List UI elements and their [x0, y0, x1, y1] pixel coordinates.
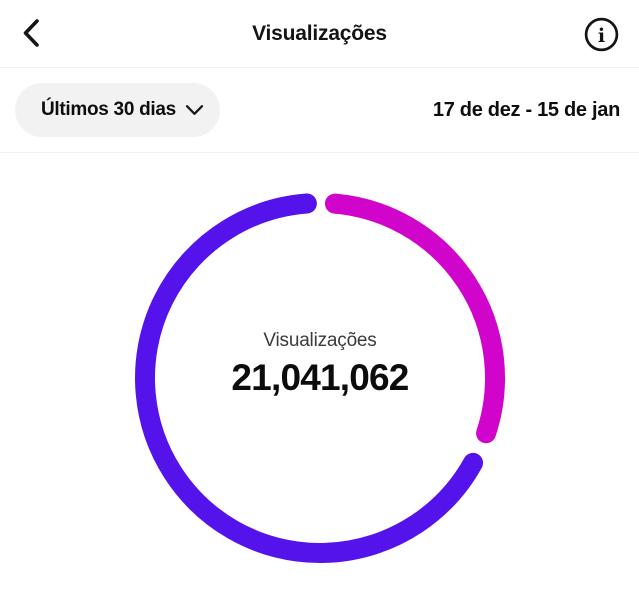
page-title: Visualizações [252, 21, 387, 45]
donut-ring [135, 193, 505, 563]
chart-section: Visualizações 21,041,062 [0, 153, 639, 600]
info-button[interactable]: i [581, 14, 621, 54]
section-divider [0, 152, 639, 153]
back-button[interactable] [16, 16, 46, 50]
donut-segment-primary [135, 193, 484, 563]
info-glyph: i [597, 25, 604, 47]
header-divider [0, 67, 639, 68]
back-chevron-icon [23, 19, 39, 47]
filter-bar: Últimos 30 dias 17 de dez - 15 de jan [0, 68, 639, 152]
date-range-label: 17 de dez - 15 de jan [432, 98, 620, 121]
donut-chart: Visualizações 21,041,062 [120, 178, 520, 578]
donut-segment-secondary [324, 193, 505, 444]
date-filter-label: Últimos 30 dias [41, 99, 176, 120]
date-filter-button[interactable]: Últimos 30 dias [15, 83, 220, 137]
header: Visualizações i [0, 0, 639, 67]
info-icon: i [584, 17, 618, 51]
chevron-down-icon [185, 105, 204, 115]
